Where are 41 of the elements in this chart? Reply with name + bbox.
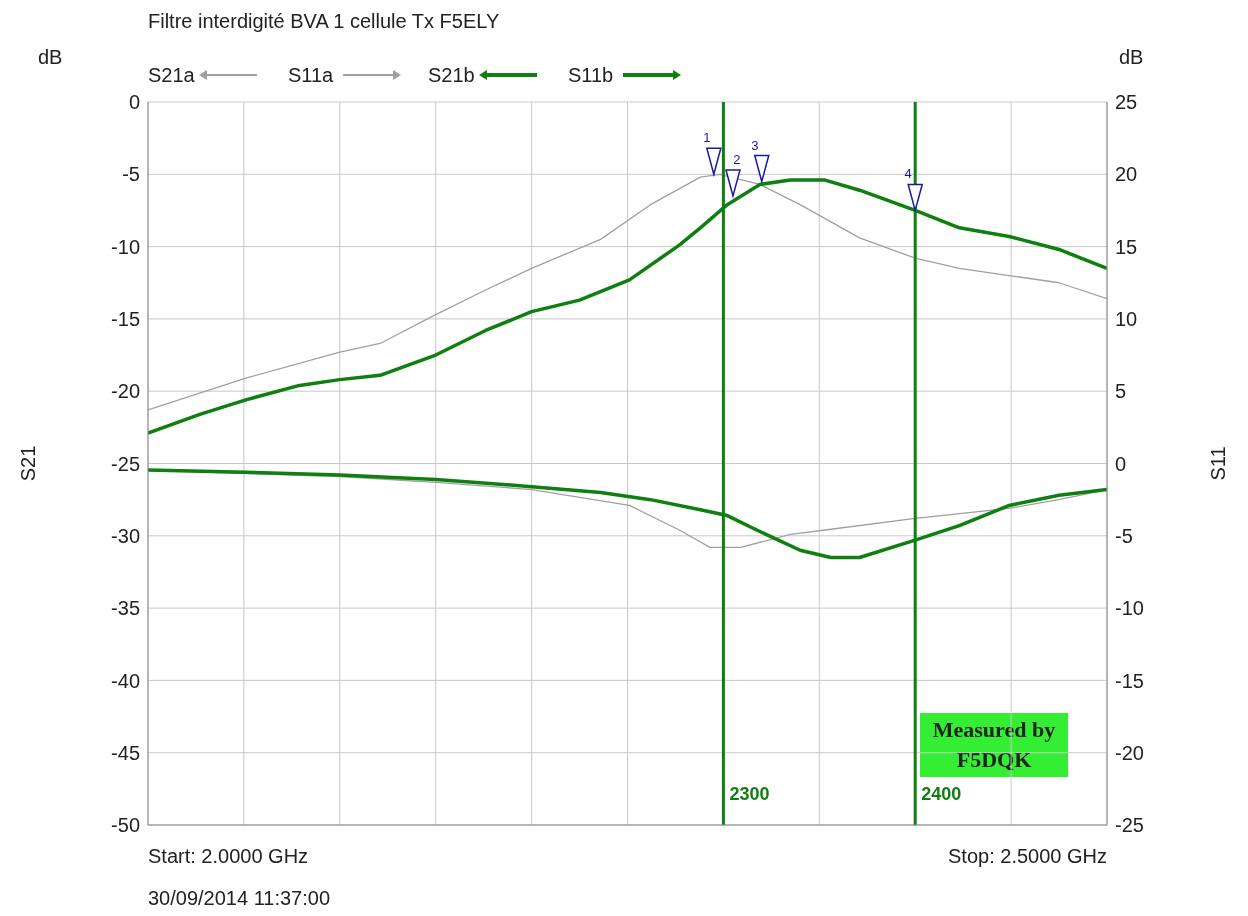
annotation: 3 bbox=[751, 137, 759, 153]
y-tick-label: -5 bbox=[122, 163, 140, 186]
y2-tick-label: -10 bbox=[1115, 597, 1144, 620]
legend-label: S21a bbox=[148, 64, 195, 86]
y-tick-label: -30 bbox=[111, 524, 140, 547]
y-tick-label: -45 bbox=[111, 741, 140, 764]
y-tick-label: -25 bbox=[111, 452, 140, 475]
chart-title: Filtre interdigité BVA 1 cellule Tx F5ELY bbox=[148, 10, 500, 33]
text: Start: 2.0000 GHz bbox=[148, 845, 309, 868]
y2-tick-label: -20 bbox=[1115, 741, 1144, 764]
y-axis-title: S21 bbox=[16, 444, 40, 483]
y2-tick-label: -15 bbox=[1115, 669, 1144, 692]
text: Stop: 2.5000 GHz bbox=[948, 845, 1107, 868]
y2-tick-label: -25 bbox=[1115, 814, 1144, 837]
y-tick-label: -35 bbox=[111, 597, 140, 620]
y2-tick-label: 5 bbox=[1115, 380, 1127, 403]
y2-tick-label: 20 bbox=[1115, 163, 1138, 186]
y2-axis-title: S11 bbox=[1206, 444, 1230, 483]
y-tick-label: -40 bbox=[111, 669, 140, 692]
y2-tick-label: 10 bbox=[1115, 308, 1138, 330]
y-tick-label: -50 bbox=[111, 814, 140, 837]
ref-line-label: 2400 bbox=[921, 784, 962, 804]
legend-label: S11a bbox=[288, 64, 334, 86]
text: dB bbox=[1119, 46, 1144, 69]
ref-line-label: 2300 bbox=[729, 784, 770, 804]
y2-tick-label: 25 bbox=[1115, 91, 1138, 114]
y2-tick-label: -5 bbox=[1115, 524, 1133, 547]
y-tick-label: -20 bbox=[111, 380, 140, 403]
y2-tick-label: 15 bbox=[1115, 235, 1138, 258]
y-tick-label: -10 bbox=[111, 235, 140, 258]
y-tick-label: -15 bbox=[111, 308, 140, 330]
text: dB bbox=[38, 46, 63, 69]
annotation: 4 bbox=[904, 166, 912, 182]
stamp-label: Measured by F5DQK bbox=[920, 713, 1068, 777]
annotation: 2 bbox=[733, 151, 741, 167]
annotation: 1 bbox=[703, 130, 711, 146]
text: 30/09/2014 11:37:00 bbox=[148, 887, 331, 910]
legend-label: S21b bbox=[428, 64, 475, 86]
legend-label: S11b bbox=[568, 64, 614, 86]
y-tick-label: 0 bbox=[128, 91, 140, 114]
y2-tick-label: 0 bbox=[1115, 452, 1127, 475]
